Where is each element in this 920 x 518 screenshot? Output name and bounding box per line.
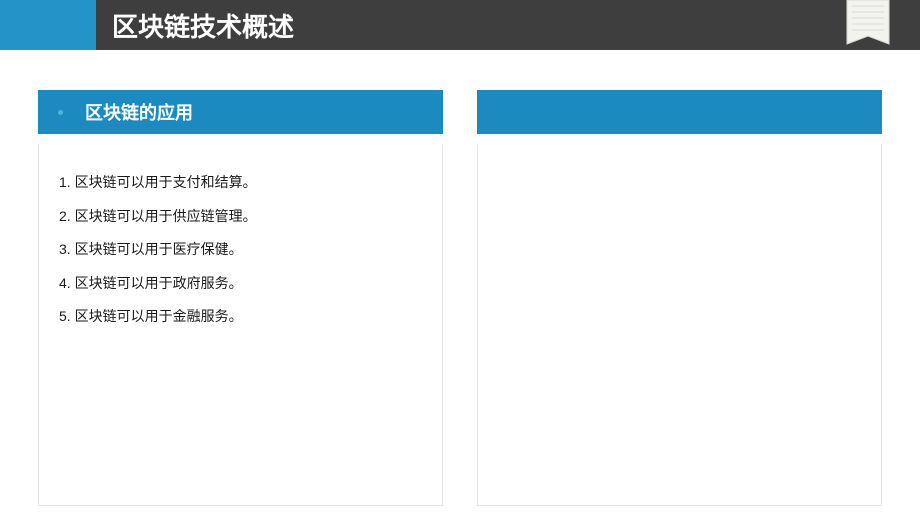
right-column-header <box>477 90 882 134</box>
bookmark-icon <box>846 0 890 56</box>
list-item: 2. 区块链可以用于供应链管理。 <box>59 200 422 234</box>
list-item: 1. 区块链可以用于支付和结算。 <box>59 166 422 200</box>
header-accent <box>0 0 96 50</box>
left-column: 区块链的应用 1. 区块链可以用于支付和结算。 2. 区块链可以用于供应链管理。… <box>38 90 443 506</box>
list-item: 4. 区块链可以用于政府服务。 <box>59 267 422 301</box>
page-title: 区块链技术概述 <box>112 7 294 44</box>
header-main: 区块链技术概述 <box>96 0 920 50</box>
right-column <box>477 90 882 506</box>
left-column-body: 1. 区块链可以用于支付和结算。 2. 区块链可以用于供应链管理。 3. 区块链… <box>38 144 443 506</box>
list-item: 3. 区块链可以用于医疗保健。 <box>59 233 422 267</box>
columns-container: 区块链的应用 1. 区块链可以用于支付和结算。 2. 区块链可以用于供应链管理。… <box>38 90 882 506</box>
left-column-title: 区块链的应用 <box>85 99 193 125</box>
header-bar: 区块链技术概述 <box>0 0 920 50</box>
bullet-icon <box>58 110 63 115</box>
list-item: 5. 区块链可以用于金融服务。 <box>59 300 422 334</box>
left-column-header: 区块链的应用 <box>38 90 443 134</box>
right-column-body <box>477 144 882 506</box>
